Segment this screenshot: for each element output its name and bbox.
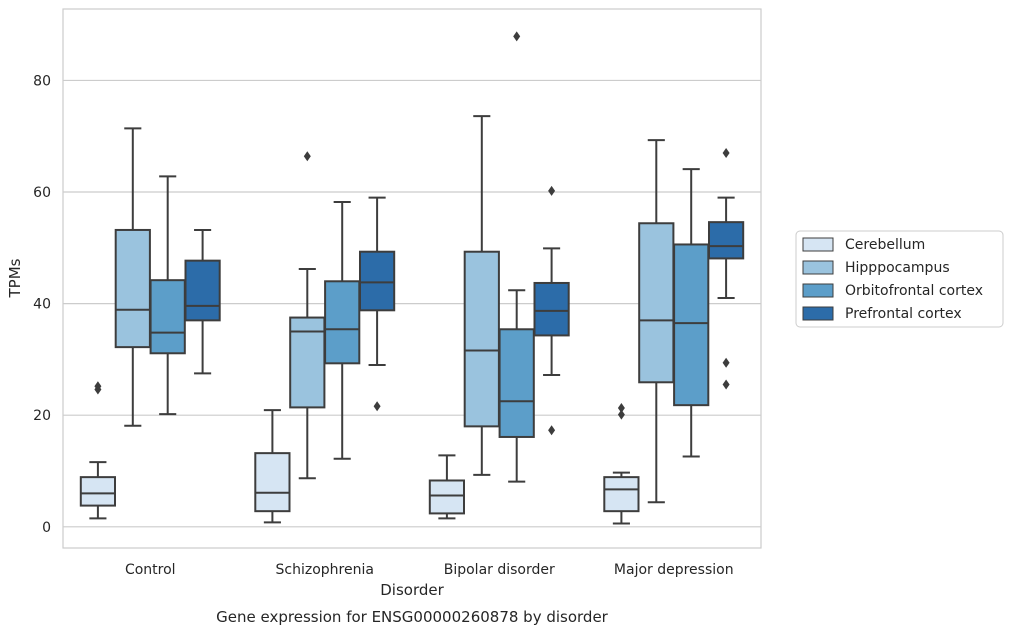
box [463,250,500,428]
box [428,479,466,515]
box-group [603,402,640,525]
box-group [324,201,361,460]
legend-swatch [802,237,834,252]
y-tick-label: 80 [33,73,51,89]
box [324,280,361,365]
outlier-point [303,151,311,162]
box [358,250,396,312]
outlier-point [617,402,625,413]
y-tick-labels: 0 20 40 60 80 [33,73,51,535]
legend-label: Cerebellum [845,237,925,253]
outlier-point [94,381,102,392]
legend-swatch [802,260,834,275]
y-axis-title: TPMs [6,258,24,298]
box-group [428,454,466,520]
plot-area-frame [62,8,762,549]
outlier-point [373,401,381,412]
box [254,452,291,513]
chart-title: Gene expression for ENSG00000260878 by d… [216,608,609,626]
legend: Cerebellum Hipppocampus Orbitofrontal cort… [795,230,1004,328]
legend-label: Orbitofrontal cortex [845,283,983,299]
legend-label: Prefrontal cortex [845,306,962,322]
outlier-point [722,357,730,368]
box-group [149,175,186,416]
box-group [673,168,710,458]
box [498,328,535,438]
box-group [289,151,326,480]
x-tick-label: Bipolar disorder [444,562,555,578]
box [603,476,640,513]
outlier-point [548,425,556,436]
outlier-point [513,31,521,42]
box [114,228,151,349]
y-tick-label: 60 [33,185,51,201]
box [184,259,221,322]
boxes [79,31,745,525]
outlier-point [722,147,730,158]
y-tick-label: 0 [42,520,51,536]
x-tick-labels: Control Schizophrenia Bipolar disorder Majo… [125,562,734,578]
box [289,316,326,409]
outlier-point [617,409,625,420]
legend-label: Hipppocampus [845,260,950,276]
y-tick-label: 20 [33,408,51,424]
legend-swatch [802,306,834,321]
box-group [254,409,291,524]
box-group [184,228,221,375]
x-tick-label: Control [125,562,176,578]
outlier-point [722,379,730,390]
box-group [707,147,745,390]
box [707,221,745,260]
legend-swatch [802,283,834,298]
y-tick-label: 40 [33,297,51,313]
x-axis-title: Disorder [380,581,444,599]
box [79,476,117,507]
box-group [79,381,117,520]
x-tick-label: Schizophrenia [276,562,374,578]
box [149,279,186,355]
box-group [638,139,675,504]
box-group [498,31,535,483]
box-group [358,196,396,412]
box-group [533,185,570,436]
box [638,222,675,384]
box [533,281,570,337]
legend-frame [795,230,1004,328]
x-tick-label: Major depression [614,562,734,578]
box [673,243,710,407]
outlier-point [548,185,556,196]
